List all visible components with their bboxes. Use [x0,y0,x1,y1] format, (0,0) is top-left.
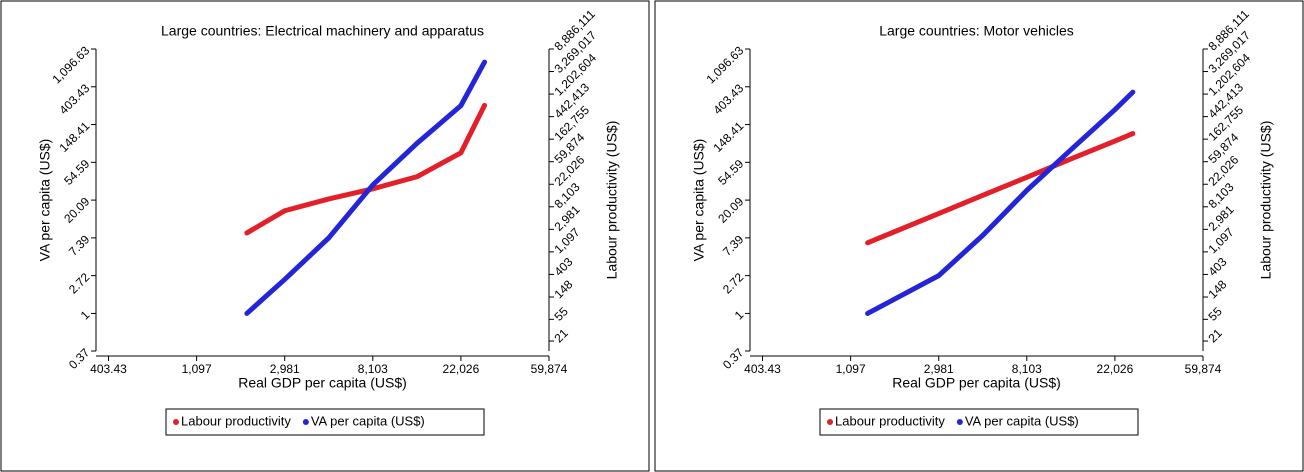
legend-label: Labour productivity [181,413,291,428]
x-tick-label: 22,026 [443,362,480,376]
x-tick-label: 2,981 [270,362,300,376]
x-tick-label: 8,103 [358,362,388,376]
x-tick-label: 403.43 [744,362,781,376]
y2-axis-title: Labour productivity (US$) [604,121,620,280]
legend-marker [302,419,309,425]
x-tick-label: 403.43 [90,362,127,376]
legend-marker [173,419,179,425]
x-tick-label: 8,103 [1012,362,1042,376]
legend-marker [956,419,963,425]
chart-panel: Large countries: Motor vehicles 403.43 1,0… [654,0,1304,472]
x-tick-label: 2,981 [924,362,954,376]
legend-label: Labour productivity [835,413,945,428]
chart-title: Large countries: Electrical machinery an… [161,23,484,39]
y2-axis-title: Labour productivity (US$) [1258,121,1274,280]
chart-title: Large countries: Motor vehicles [879,23,1074,39]
legend-label: VA per capita (US$) [311,413,425,428]
legend-box [165,408,485,436]
x-tick-label: 22,026 [1097,362,1134,376]
x-tick-label: 59,874 [1185,362,1222,376]
x-tick-label: 1,097 [182,362,212,376]
series-line [865,131,1136,246]
x-tick-label: 1,097 [836,362,866,376]
x-axis-title: Real GDP per capita (US$) [892,375,1061,391]
y-axis-title: VA per capita (US$) [37,139,53,262]
y-axis-title: VA per capita (US$) [691,139,707,262]
series-line [865,89,1136,316]
legend-box [819,408,1139,436]
legend-marker [827,419,833,425]
series-line [244,59,488,316]
x-tick-label: 59,874 [531,362,568,376]
chart-panel: Large countries: Electrical machinery an… [0,0,650,472]
panel-border [0,0,650,472]
legend-label: VA per capita (US$) [965,413,1079,428]
x-axis-title: Real GDP per capita (US$) [238,375,407,391]
